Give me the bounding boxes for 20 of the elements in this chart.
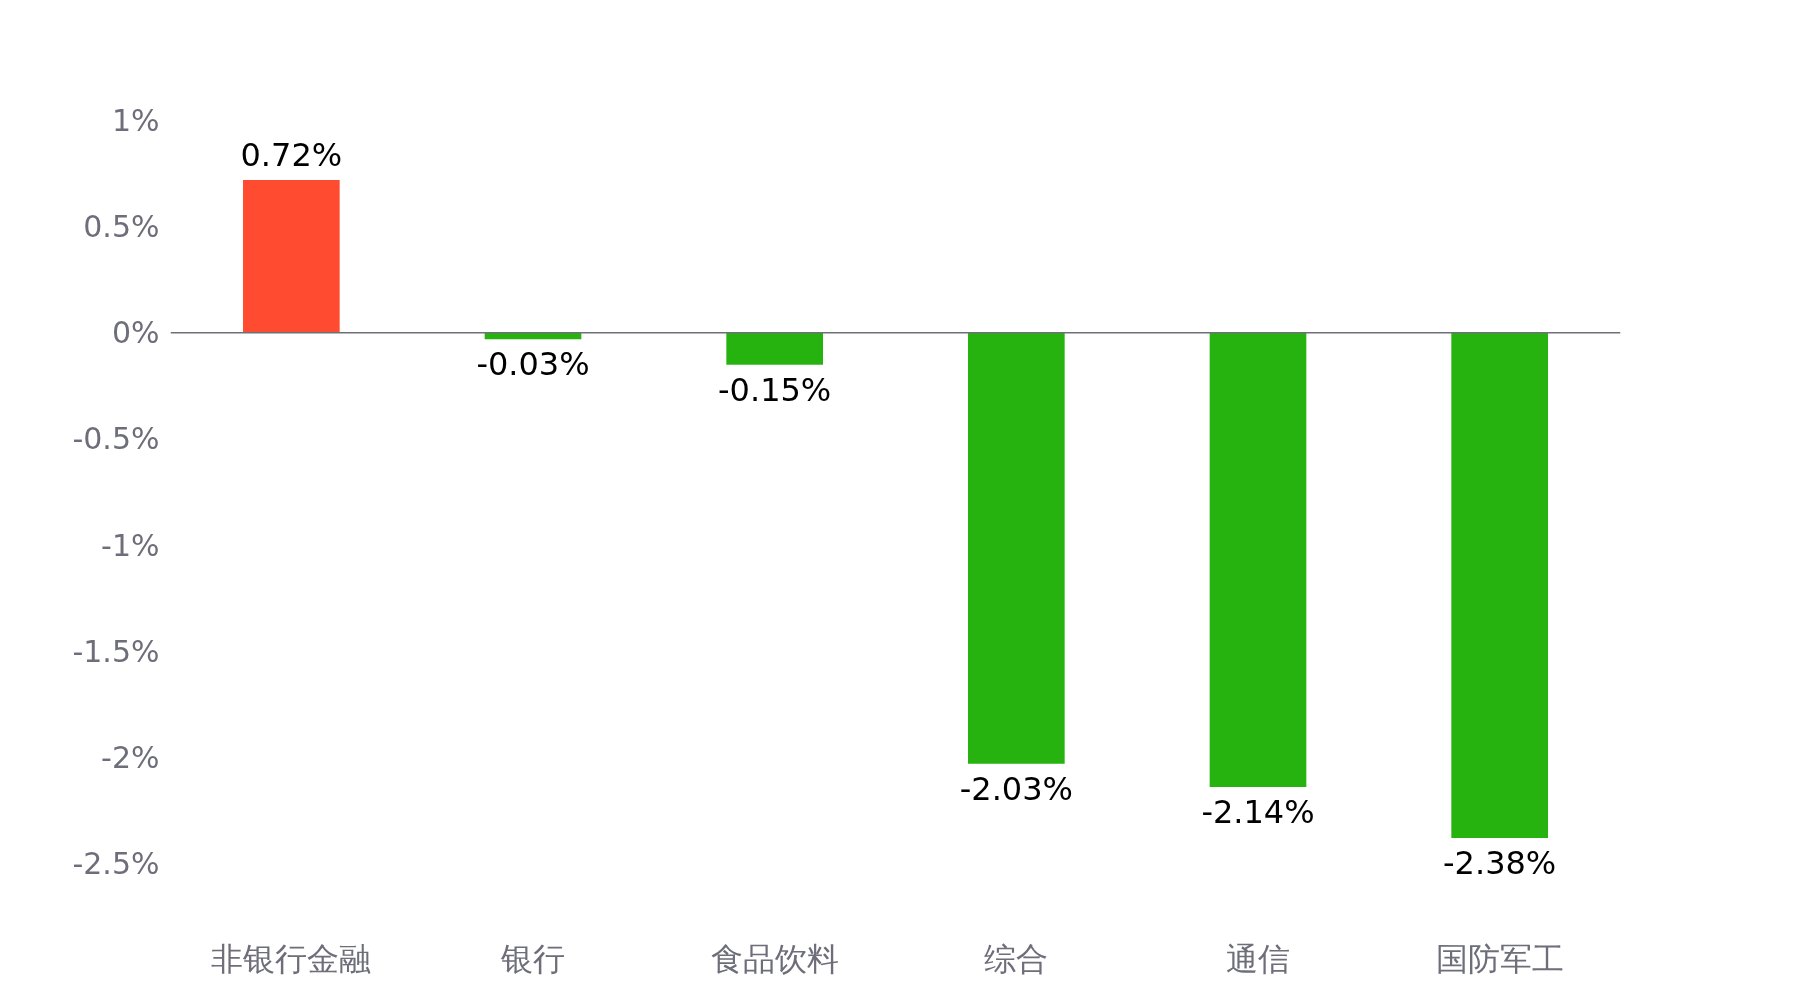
x-tick-label: 综合	[984, 939, 1049, 978]
y-tick-label: 1%	[111, 103, 160, 138]
data-label: -0.15%	[718, 370, 832, 409]
x-tick-label: 通信	[1226, 939, 1290, 978]
data-label: -2.14%	[1201, 793, 1315, 832]
data-label: -0.03%	[476, 345, 590, 384]
x-tick-label: 食品饮料	[710, 939, 839, 978]
x-tick-label: 非银行金融	[211, 939, 372, 978]
y-tick-label: -2%	[101, 739, 160, 775]
data-label: 0.72%	[240, 135, 343, 174]
y-tick-label: -2.5%	[72, 846, 160, 881]
y-tick-label: 0%	[111, 315, 160, 351]
data-label: -2.03%	[959, 769, 1073, 808]
y-tick-label: -1%	[101, 527, 160, 563]
x-tick-label: 国防军工	[1435, 939, 1564, 978]
y-tick-label: -0.5%	[72, 421, 160, 457]
x-tick-label: 银行	[500, 939, 565, 978]
data-label: -2.38%	[1443, 844, 1557, 883]
y-tick-label: -1.5%	[72, 633, 160, 669]
y-tick-label: 0.5%	[83, 209, 160, 245]
